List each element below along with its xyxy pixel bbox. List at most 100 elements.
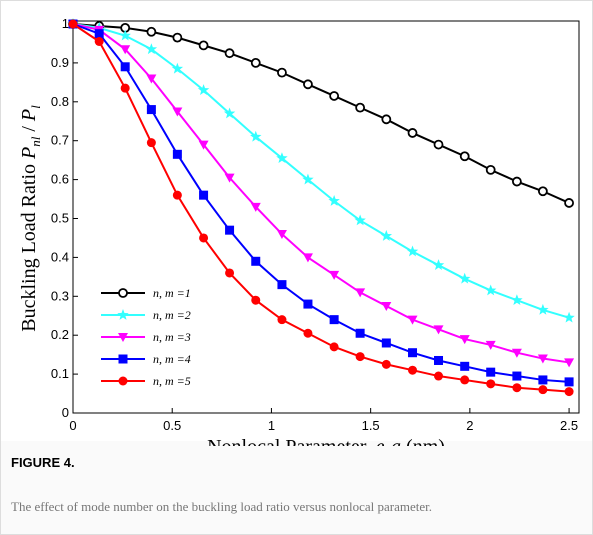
marker <box>172 107 183 117</box>
marker <box>460 375 470 385</box>
legend-marker <box>118 288 128 298</box>
marker <box>538 375 548 385</box>
marker <box>251 295 261 305</box>
marker <box>250 130 262 142</box>
marker <box>459 272 471 284</box>
marker <box>381 302 392 312</box>
marker <box>146 138 156 148</box>
marker <box>434 371 444 381</box>
marker <box>68 19 78 29</box>
marker <box>224 173 235 183</box>
marker <box>563 311 575 323</box>
x-tick-label: 2.5 <box>560 418 578 433</box>
marker <box>381 338 391 348</box>
marker <box>408 365 418 375</box>
marker <box>434 355 444 365</box>
marker <box>302 173 314 185</box>
marker <box>225 225 235 235</box>
series-line <box>72 23 570 319</box>
plot-frame <box>72 20 580 414</box>
y-axis-label-part: l <box>28 105 43 109</box>
marker <box>484 284 497 296</box>
legend-label: n, m =3 <box>153 330 191 344</box>
legend-marker <box>117 309 129 320</box>
marker <box>511 294 523 306</box>
legend-label: n, m =2 <box>153 308 191 322</box>
marker <box>329 270 340 280</box>
marker <box>119 29 131 41</box>
figure-label: FIGURE 4. <box>11 455 75 470</box>
y-axis-label: Buckling Load Ratio Pnl / Pl <box>18 105 43 332</box>
marker <box>486 379 496 389</box>
y-tick-label: 0.5 <box>51 211 69 226</box>
marker <box>329 315 339 325</box>
marker <box>564 358 575 368</box>
marker <box>538 385 548 395</box>
y-tick-label: 0.9 <box>51 55 69 70</box>
marker <box>537 303 549 315</box>
marker <box>198 40 209 51</box>
legend-marker <box>118 354 128 364</box>
x-axis-label-part: a <box>391 436 401 446</box>
marker <box>120 62 130 72</box>
marker <box>303 328 313 338</box>
marker <box>223 107 236 119</box>
y-axis-label-part: / <box>18 121 40 137</box>
marker <box>564 377 574 387</box>
marker <box>145 43 158 55</box>
y-axis-label-part: P <box>18 147 40 160</box>
marker <box>511 176 522 187</box>
marker <box>511 348 522 358</box>
marker <box>329 342 339 352</box>
marker <box>172 190 182 200</box>
marker <box>146 74 157 84</box>
marker <box>355 352 365 362</box>
x-axis-label-part: e <box>376 436 385 446</box>
marker <box>224 48 235 59</box>
legend-label: n, m =5 <box>153 374 191 388</box>
y-tick-label: 0.7 <box>51 133 69 148</box>
marker <box>407 128 418 138</box>
marker <box>277 67 287 78</box>
x-axis-label-part: (nm) <box>401 436 445 446</box>
marker <box>564 198 574 208</box>
marker <box>276 152 288 164</box>
marker <box>225 268 235 278</box>
marker <box>485 164 496 175</box>
y-tick-label: 0.3 <box>51 288 69 303</box>
x-tick-label: 1.5 <box>362 418 380 433</box>
y-tick-label: 1 <box>62 16 69 31</box>
marker <box>146 105 156 115</box>
y-tick-label: 0.1 <box>51 366 69 381</box>
marker <box>277 280 287 290</box>
y-axis-label-part: nl <box>28 136 43 147</box>
marker <box>381 114 392 125</box>
legend-label: n, m =1 <box>153 286 191 300</box>
marker <box>432 259 445 271</box>
x-axis-label: Nonlocal Parameter, eoa (nm) <box>207 436 445 446</box>
marker <box>355 328 365 338</box>
marker <box>172 149 182 159</box>
marker <box>277 315 287 325</box>
marker <box>459 151 470 162</box>
marker <box>94 29 104 39</box>
series-line <box>72 23 570 364</box>
marker <box>276 230 287 240</box>
marker <box>303 79 313 90</box>
legend-marker <box>118 333 128 342</box>
marker <box>251 256 261 266</box>
y-axis-label-part: P <box>18 109 40 122</box>
marker <box>328 194 340 206</box>
marker <box>460 361 470 371</box>
marker <box>512 383 522 393</box>
marker <box>537 186 548 197</box>
marker <box>120 83 130 93</box>
marker <box>354 214 366 226</box>
marker <box>512 371 522 381</box>
legend-label: n, m =4 <box>153 352 191 366</box>
marker <box>537 354 548 364</box>
marker <box>408 348 418 358</box>
marker <box>250 202 261 212</box>
